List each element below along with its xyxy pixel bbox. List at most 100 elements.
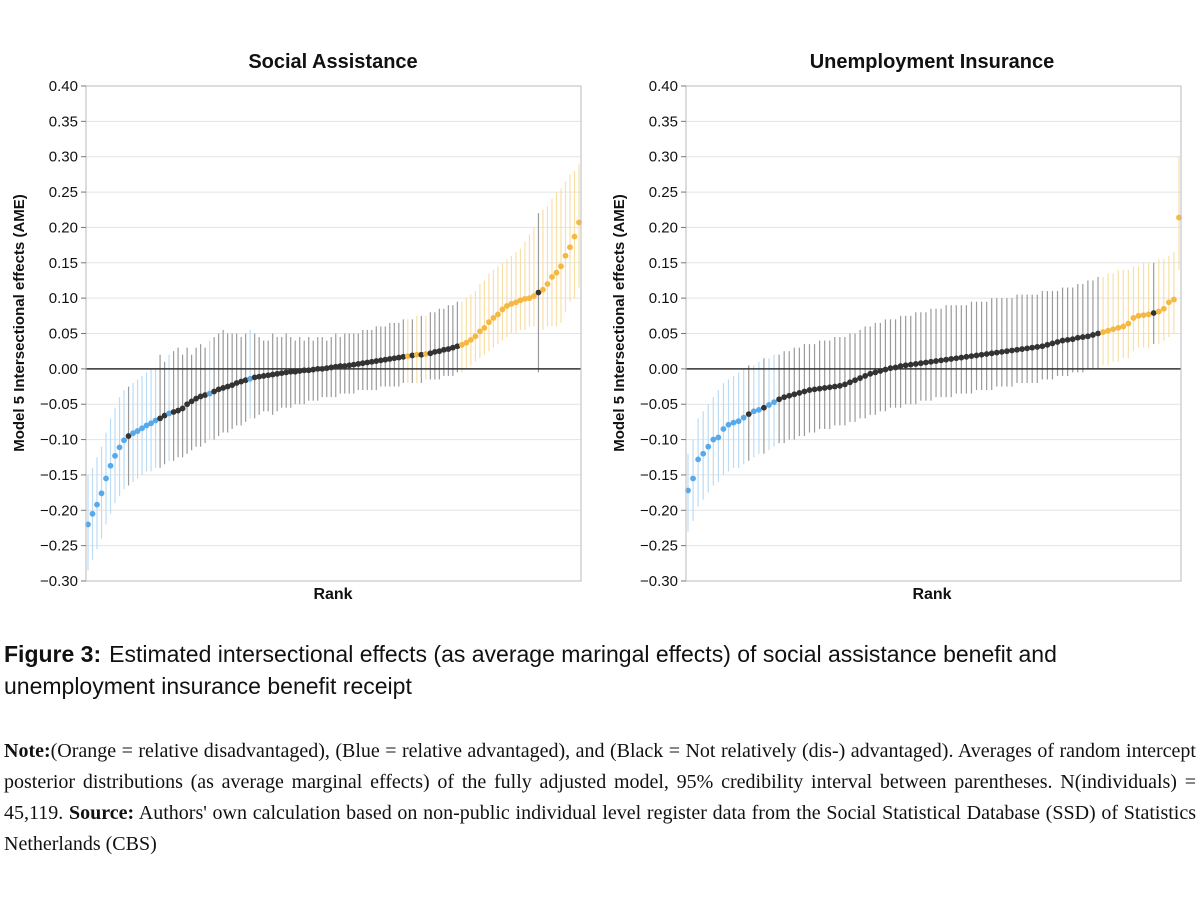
estimate-point [1120, 323, 1127, 330]
estimate-point [296, 368, 303, 374]
estimate-point [499, 306, 506, 313]
estimate-point [287, 368, 294, 375]
estimate-point [761, 404, 767, 411]
estimate-point [184, 401, 191, 408]
estimate-point [139, 425, 145, 432]
estimate-point [94, 501, 100, 508]
estimate-point [897, 363, 904, 369]
estimate-point [85, 521, 91, 528]
estimate-point [251, 374, 258, 381]
estimate-point [292, 368, 299, 375]
y-tick-label: 0.20 [49, 219, 78, 236]
estimate-point [278, 370, 285, 376]
estimate-point [364, 359, 371, 366]
grid-lines [686, 85, 1181, 582]
estimate-point [427, 350, 434, 357]
estimate-point [341, 363, 348, 369]
estimate-point [508, 300, 515, 307]
estimate-point [1110, 326, 1117, 333]
note-label: Note: [4, 740, 51, 762]
estimate-point [892, 364, 899, 371]
x-axis-label: Rank [313, 586, 352, 603]
estimate-point [766, 402, 772, 408]
estimate-point [847, 379, 853, 386]
estimate-point [350, 361, 357, 368]
y-tick-label: −0.10 [640, 432, 678, 449]
estimate-point [170, 409, 177, 415]
estimate-points [685, 214, 1182, 494]
estimate-point [862, 373, 869, 379]
estimate-point [735, 418, 742, 425]
estimate-point [715, 434, 722, 441]
estimate-point [382, 356, 389, 363]
estimate-point [355, 361, 362, 367]
estimate-point [395, 354, 402, 361]
y-tick-label: −0.25 [40, 538, 78, 555]
estimate-point [283, 369, 290, 376]
estimate-point [842, 381, 848, 388]
y-tick-label: 0.35 [649, 113, 678, 130]
estimate-point [359, 360, 366, 367]
estimate-point [933, 358, 939, 364]
y-tick-label: 0.20 [649, 219, 678, 236]
y-axis-label: Model 5 Intersectional effects (AME) [11, 194, 28, 452]
estimate-point [467, 336, 474, 343]
estimate-point [409, 352, 416, 359]
estimate-point [458, 341, 465, 348]
estimate-point [821, 385, 828, 391]
y-tick-label: −0.30 [640, 573, 678, 590]
estimate-point [857, 375, 864, 381]
estimate-point [1171, 296, 1177, 303]
estimate-point [238, 378, 245, 385]
estimate-point [256, 373, 263, 380]
estimate-point [206, 390, 213, 397]
estimate-point [175, 407, 181, 414]
estimate-point [576, 219, 582, 226]
y-tick-label: −0.15 [640, 467, 678, 484]
estimate-point [740, 414, 747, 421]
estimate-point [166, 410, 172, 417]
y-tick-labels: 0.40 0.35 0.30 0.25 0.20 0.15 0.10 0.05 0.00 −0.0… [640, 78, 686, 590]
estimate-point [224, 383, 231, 390]
credibility-intervals [687, 156, 1180, 532]
source-label: Source: [68, 802, 135, 824]
x-axis-label: Rank [912, 586, 951, 603]
estimate-point [472, 333, 479, 340]
estimate-point [811, 386, 818, 393]
estimate-point [973, 352, 980, 359]
figure-note: Note:(Orange = relative disadvantaged), … [4, 736, 1196, 860]
estimate-point [558, 263, 564, 270]
estimate-point [544, 281, 551, 287]
estimate-point [902, 362, 909, 369]
estimate-point [242, 377, 249, 384]
y-tick-label: −0.20 [40, 502, 78, 519]
y-tick-label: −0.30 [40, 573, 78, 590]
estimate-point [215, 386, 222, 393]
estimate-point [229, 382, 236, 389]
estimate-point [526, 295, 533, 302]
y-axis-label: Model 5 Intersectional effects (AME) [611, 194, 628, 452]
estimate-point [1049, 340, 1056, 347]
estimate-point [328, 364, 335, 371]
estimate-point [953, 355, 960, 362]
y-tick-label: 0.30 [649, 149, 678, 166]
estimate-point [571, 233, 578, 240]
estimate-point [274, 370, 281, 377]
estimate-point [801, 388, 808, 395]
chart-social-assistance: Social Assistance 0.40 0.35 0.30 0.25 0.20 0.… [0, 40, 600, 615]
estimate-point [836, 382, 843, 389]
estimate-point [121, 437, 127, 444]
y-tick-label: 0.25 [649, 184, 678, 201]
estimate-point [1019, 346, 1025, 352]
estimate-point [269, 371, 276, 378]
estimate-point [449, 344, 456, 351]
estimate-point [522, 295, 528, 302]
estimate-point [310, 366, 317, 373]
chart-unemployment-insurance: Unemployment Insurance 0.40 0.35 0.30 0.25 0… [600, 40, 1200, 615]
estimate-point [1130, 315, 1137, 321]
estimate-point [1155, 308, 1162, 315]
chart-title: Unemployment Insurance [810, 51, 1055, 73]
estimate-point [418, 351, 425, 358]
estimate-point [1135, 312, 1142, 319]
estimate-point [391, 355, 398, 362]
